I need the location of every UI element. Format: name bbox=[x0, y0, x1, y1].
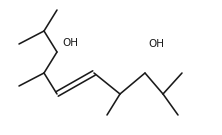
Text: OH: OH bbox=[62, 38, 78, 48]
Text: OH: OH bbox=[148, 39, 164, 49]
